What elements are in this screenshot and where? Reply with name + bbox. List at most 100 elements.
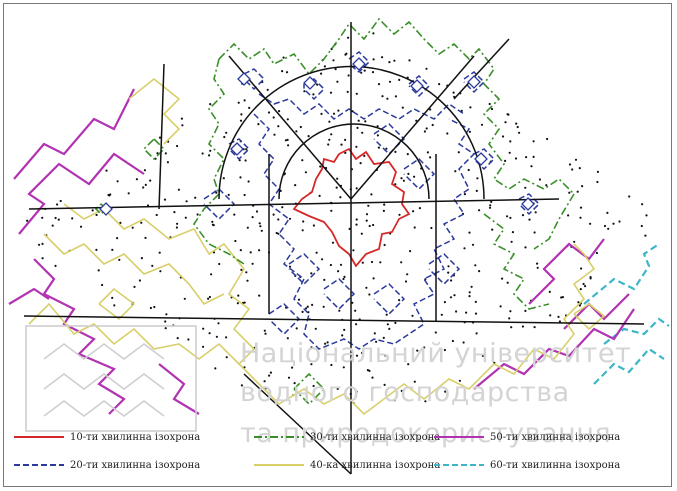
- population-dot: [506, 281, 509, 284]
- population-dot: [385, 147, 388, 150]
- population-dot: [258, 294, 261, 297]
- population-dot: [579, 288, 582, 291]
- population-dot: [524, 246, 527, 249]
- population-dot: [330, 133, 333, 136]
- population-dot: [240, 268, 243, 271]
- population-dot: [239, 176, 242, 179]
- population-dot: [140, 257, 143, 260]
- population-dot: [644, 234, 647, 237]
- population-dot: [310, 346, 313, 349]
- population-dot: [579, 206, 583, 209]
- population-dot: [355, 354, 359, 357]
- population-dot: [394, 183, 397, 186]
- population-dot: [248, 106, 251, 109]
- population-dot: [336, 80, 339, 83]
- isochrone-20: [203, 51, 541, 350]
- population-dot: [578, 304, 582, 307]
- population-dot: [166, 161, 169, 164]
- population-dot: [567, 214, 570, 217]
- legend-item-10min: 10-ти хвилинна ізохрона: [14, 430, 200, 444]
- population-dot: [370, 260, 374, 264]
- population-dot: [344, 138, 347, 141]
- population-dot: [240, 384, 243, 387]
- population-dot: [577, 301, 580, 304]
- population-dot: [319, 165, 322, 168]
- legend-item-20min: 20-ти хвилинна ізохрона: [14, 458, 200, 472]
- population-dot: [202, 345, 205, 348]
- population-dot: [341, 334, 344, 337]
- population-dot: [532, 155, 535, 158]
- population-dot: [59, 199, 62, 203]
- population-dot: [367, 204, 370, 207]
- population-dot: [618, 220, 621, 223]
- population-dot: [514, 157, 518, 160]
- population-dot: [578, 167, 581, 170]
- population-dot: [222, 177, 225, 180]
- population-dot: [57, 218, 60, 221]
- bus-stop-marker: [230, 142, 244, 156]
- population-dot: [355, 390, 358, 393]
- population-dot: [470, 285, 473, 288]
- population-dot: [431, 123, 434, 127]
- population-dot: [368, 293, 371, 296]
- population-dot: [343, 328, 346, 331]
- population-dot: [184, 216, 187, 219]
- population-dot: [423, 346, 426, 349]
- population-dot: [366, 369, 369, 372]
- population-dot: [371, 387, 374, 390]
- population-dot: [533, 231, 536, 234]
- population-dot: [361, 261, 364, 264]
- population-dot: [449, 296, 453, 299]
- population-dot: [488, 102, 491, 106]
- population-dot: [465, 311, 468, 314]
- population-dot: [138, 279, 141, 282]
- population-dot: [251, 262, 254, 265]
- population-dot: [95, 248, 98, 251]
- population-dot: [56, 203, 59, 206]
- population-dot: [373, 332, 376, 335]
- population-dot: [272, 213, 275, 216]
- population-dot: [413, 380, 416, 383]
- population-dot: [424, 400, 427, 403]
- population-dot: [337, 109, 340, 112]
- legend-swatch: [14, 436, 64, 438]
- population-dot: [246, 279, 249, 282]
- population-dot: [324, 342, 327, 345]
- population-dot: [91, 209, 94, 212]
- population-dot: [376, 134, 379, 137]
- population-dot: [234, 239, 237, 243]
- population-dot: [286, 138, 289, 141]
- population-dot: [400, 261, 403, 264]
- population-dot: [277, 232, 280, 235]
- population-dot: [408, 59, 411, 62]
- population-dot: [111, 296, 114, 299]
- population-dot: [361, 131, 364, 134]
- population-dot: [545, 184, 548, 187]
- population-dot: [511, 231, 514, 234]
- population-dot: [328, 138, 331, 141]
- population-dot: [118, 258, 121, 261]
- population-dot: [558, 320, 562, 323]
- population-dot: [144, 236, 147, 239]
- watermark-line-1: Національний університет: [240, 338, 632, 369]
- population-dot: [430, 226, 433, 230]
- university-watermark-logo: [25, 325, 197, 432]
- population-dot: [452, 91, 455, 94]
- population-dot: [41, 257, 44, 260]
- population-dot: [316, 83, 319, 86]
- population-dot: [516, 125, 519, 129]
- population-dot: [365, 286, 368, 289]
- population-dot: [504, 159, 507, 162]
- population-dot: [612, 222, 615, 225]
- legend-item-50min: 50-ти хвилинна ізохрона: [434, 430, 620, 444]
- population-dot: [394, 95, 397, 98]
- population-dot: [458, 379, 461, 382]
- population-dot: [243, 301, 246, 304]
- population-dot: [277, 218, 280, 221]
- population-dot: [207, 297, 210, 300]
- population-dot: [127, 192, 130, 195]
- population-dot: [521, 325, 525, 328]
- population-dot: [294, 184, 297, 187]
- population-dot: [521, 214, 525, 217]
- population-dot: [447, 265, 450, 268]
